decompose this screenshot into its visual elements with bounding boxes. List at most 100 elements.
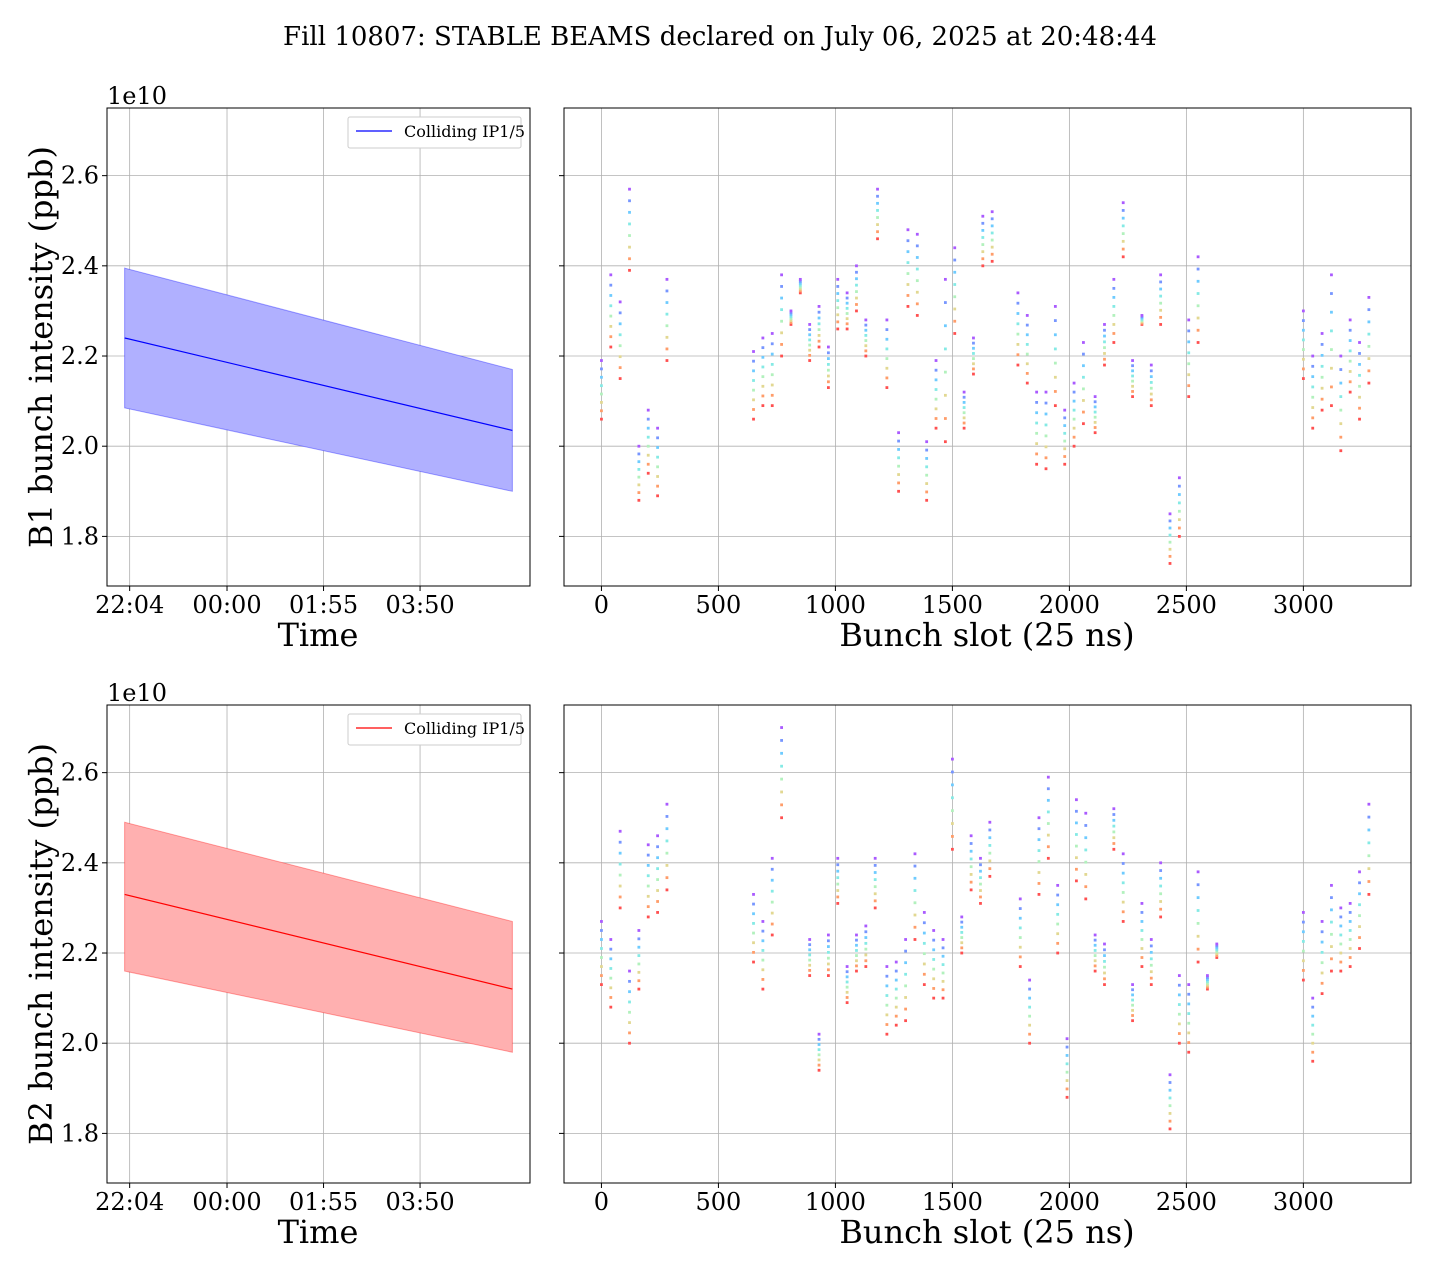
bunch-point bbox=[941, 963, 945, 967]
bunch-point bbox=[1016, 363, 1020, 367]
bunch-point bbox=[1112, 305, 1116, 308]
bunch-point bbox=[1206, 979, 1209, 983]
bunch-point bbox=[665, 851, 669, 855]
bunch-point bbox=[1348, 929, 1352, 932]
bunch-point bbox=[665, 876, 669, 880]
bunch-point bbox=[656, 465, 659, 469]
bunch-point bbox=[925, 482, 929, 485]
bunch-point bbox=[1025, 352, 1029, 356]
bunch-point bbox=[665, 324, 669, 328]
bunch-point bbox=[1028, 1032, 1032, 1036]
bunch-point bbox=[990, 259, 994, 263]
bunch-point bbox=[628, 257, 631, 261]
bunch-point bbox=[915, 244, 919, 248]
bunch-point bbox=[845, 1001, 849, 1005]
bunch-point bbox=[836, 876, 840, 880]
bunch-point bbox=[789, 321, 793, 324]
bunch-point bbox=[934, 397, 938, 401]
bunch-point bbox=[656, 484, 659, 488]
bunch-point bbox=[1301, 959, 1305, 963]
bunch-point bbox=[1131, 395, 1134, 399]
x-tick-label-b2-slots: 2000 bbox=[1039, 1188, 1100, 1216]
bunch-point bbox=[941, 938, 945, 941]
bunch-point bbox=[1301, 348, 1305, 351]
bunch-point bbox=[932, 977, 936, 981]
bunch-point bbox=[808, 963, 812, 967]
bunch-point bbox=[1311, 364, 1315, 368]
bunch-point bbox=[1149, 386, 1153, 390]
bunch-point bbox=[1140, 947, 1144, 950]
bunch-point bbox=[836, 327, 840, 331]
bunch-point bbox=[1084, 873, 1088, 876]
bunch-point bbox=[1149, 404, 1153, 408]
bunch-point bbox=[1112, 332, 1116, 335]
bunch-point bbox=[953, 319, 957, 323]
bunch-point bbox=[808, 938, 812, 941]
bunch-point bbox=[798, 279, 802, 283]
bunch-point bbox=[817, 345, 821, 349]
bunch-point bbox=[1103, 328, 1106, 332]
bunch-point bbox=[855, 969, 858, 973]
x-tick-label-b2-slots: 1000 bbox=[805, 1188, 866, 1216]
bunch-point bbox=[1177, 509, 1181, 513]
bunch-point bbox=[628, 990, 631, 994]
bunch-point bbox=[1044, 445, 1048, 449]
bunch-point bbox=[1358, 341, 1361, 344]
bunch-point bbox=[1367, 802, 1371, 806]
bunch-point bbox=[1348, 947, 1352, 950]
bunch-point bbox=[1044, 467, 1048, 471]
bunch-point bbox=[904, 984, 908, 988]
bunch-point bbox=[1206, 978, 1209, 981]
bunch-point bbox=[826, 380, 830, 384]
bunch-point bbox=[770, 342, 774, 346]
bunch-point bbox=[761, 375, 765, 379]
bunch-point bbox=[915, 314, 919, 317]
bunch-point bbox=[932, 948, 936, 952]
bunch-point bbox=[885, 328, 889, 332]
bunch-point bbox=[943, 370, 947, 374]
bunch-point bbox=[1056, 922, 1060, 926]
bunch-point bbox=[817, 1037, 821, 1041]
bunch-point bbox=[1320, 961, 1324, 965]
x-tick-label-b1-slots: 0 bbox=[594, 591, 609, 619]
bunch-point bbox=[770, 332, 774, 335]
bunch-point bbox=[1103, 954, 1106, 957]
bunch-point bbox=[1131, 1019, 1134, 1023]
bunch-point bbox=[600, 938, 603, 941]
bunch-point bbox=[1177, 983, 1181, 987]
bunch-point bbox=[1168, 1081, 1172, 1084]
bunch-point bbox=[979, 869, 982, 873]
bunch-point bbox=[1093, 410, 1097, 414]
bunch-point bbox=[665, 277, 669, 281]
bunch-point bbox=[1016, 332, 1020, 336]
mean-intensity-line bbox=[124, 337, 513, 432]
bunch-point bbox=[941, 946, 945, 950]
bunch-point bbox=[1065, 1070, 1069, 1074]
bunch-point bbox=[1187, 1050, 1191, 1054]
bunch-point bbox=[922, 962, 926, 966]
bunch-point bbox=[1084, 897, 1088, 901]
bunch-point bbox=[922, 931, 926, 935]
bunch-point bbox=[646, 462, 650, 466]
bunch-point bbox=[1367, 357, 1371, 360]
x-tick-label-b1-time: 03:50 bbox=[385, 591, 454, 619]
bunch-point bbox=[855, 264, 858, 268]
bunch-point bbox=[637, 460, 641, 464]
bunch-point bbox=[934, 359, 938, 362]
bunch-point bbox=[1084, 824, 1088, 827]
bunch-point bbox=[913, 889, 917, 892]
bunch-point bbox=[943, 324, 947, 328]
bunch-point bbox=[1046, 775, 1050, 779]
bunch-point bbox=[1037, 892, 1041, 896]
bunch-point bbox=[1348, 920, 1352, 923]
bunch-point bbox=[1084, 836, 1088, 840]
bunch-point bbox=[855, 949, 858, 952]
bunch-point bbox=[752, 359, 755, 363]
bunch-point bbox=[1121, 209, 1125, 212]
bunch-point bbox=[1358, 352, 1361, 355]
bunch-point bbox=[906, 228, 910, 232]
bunch-point bbox=[934, 417, 938, 420]
bunch-point bbox=[885, 337, 889, 341]
bunch-point bbox=[1348, 370, 1352, 373]
bunch-point bbox=[1367, 854, 1371, 858]
